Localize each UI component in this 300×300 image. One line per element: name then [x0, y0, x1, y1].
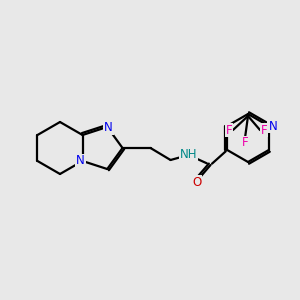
Text: F: F: [242, 136, 248, 149]
Text: F: F: [226, 124, 232, 136]
Text: N: N: [268, 119, 277, 133]
Text: NH: NH: [180, 148, 197, 160]
Text: F: F: [261, 124, 267, 136]
Text: N: N: [104, 122, 112, 134]
Text: N: N: [76, 154, 85, 167]
Text: O: O: [192, 176, 201, 188]
